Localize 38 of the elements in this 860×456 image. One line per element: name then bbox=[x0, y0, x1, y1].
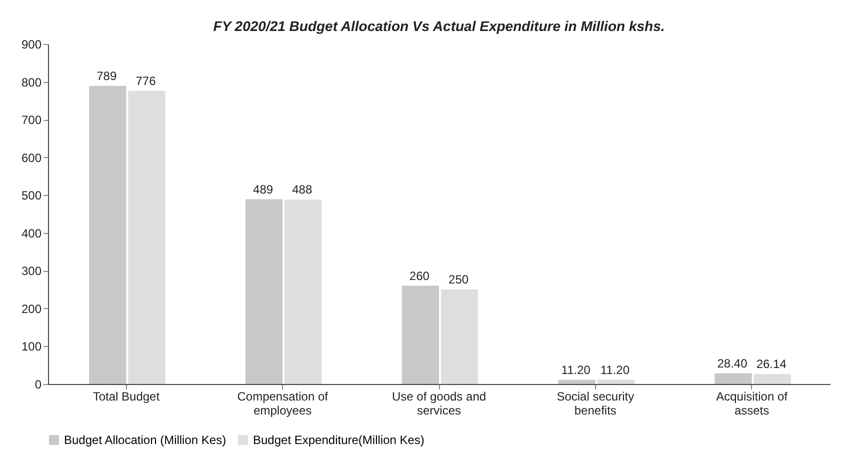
y-tick-label: 900 bbox=[21, 38, 42, 52]
data-label: 11.20 bbox=[600, 362, 630, 377]
y-tick-label: 800 bbox=[21, 75, 42, 90]
data-label: 28.40 bbox=[717, 356, 748, 370]
bar bbox=[558, 380, 596, 384]
data-label: 250 bbox=[448, 272, 469, 287]
bar bbox=[597, 380, 634, 384]
legend-label: Budget Expenditure(Million Kes) bbox=[253, 433, 424, 447]
bar bbox=[754, 374, 791, 384]
data-label: 26.14 bbox=[756, 357, 787, 372]
data-label: 260 bbox=[409, 268, 430, 283]
y-tick-label: 400 bbox=[21, 226, 42, 240]
bar bbox=[402, 286, 439, 384]
y-tick-label: 200 bbox=[21, 302, 42, 316]
legend-label: Budget Allocation (Million Kes) bbox=[64, 433, 226, 447]
y-tick-label: 100 bbox=[21, 340, 42, 354]
bar bbox=[714, 373, 752, 384]
x-tick-label: Acquisition of assets bbox=[716, 390, 788, 418]
x-tick-label: Use of goods and services bbox=[392, 390, 486, 418]
bar bbox=[245, 199, 283, 384]
y-tick-label: 600 bbox=[21, 150, 42, 165]
bar bbox=[128, 90, 166, 384]
data-label: 489 bbox=[253, 182, 274, 196]
data-label: 11.20 bbox=[561, 362, 591, 377]
y-tick-label: 500 bbox=[21, 188, 42, 203]
y-tick-label: 700 bbox=[21, 113, 42, 128]
bar bbox=[440, 290, 478, 384]
x-tick-label: Social security benefits bbox=[556, 390, 634, 418]
bar bbox=[284, 200, 322, 384]
data-label: 776 bbox=[136, 74, 156, 88]
data-label: 488 bbox=[292, 182, 312, 197]
x-tick-label: Compensation of employees bbox=[237, 390, 329, 418]
x-tick-label: Total Budget bbox=[92, 390, 160, 404]
bar bbox=[89, 86, 126, 384]
chart-title: FY 2020/21 Budget Allocation Vs Actual Expenditure in Million kshs. bbox=[213, 18, 665, 34]
data-label: 789 bbox=[96, 68, 117, 83]
y-tick-label: 300 bbox=[21, 264, 42, 278]
y-tick-label: 0 bbox=[34, 378, 42, 392]
